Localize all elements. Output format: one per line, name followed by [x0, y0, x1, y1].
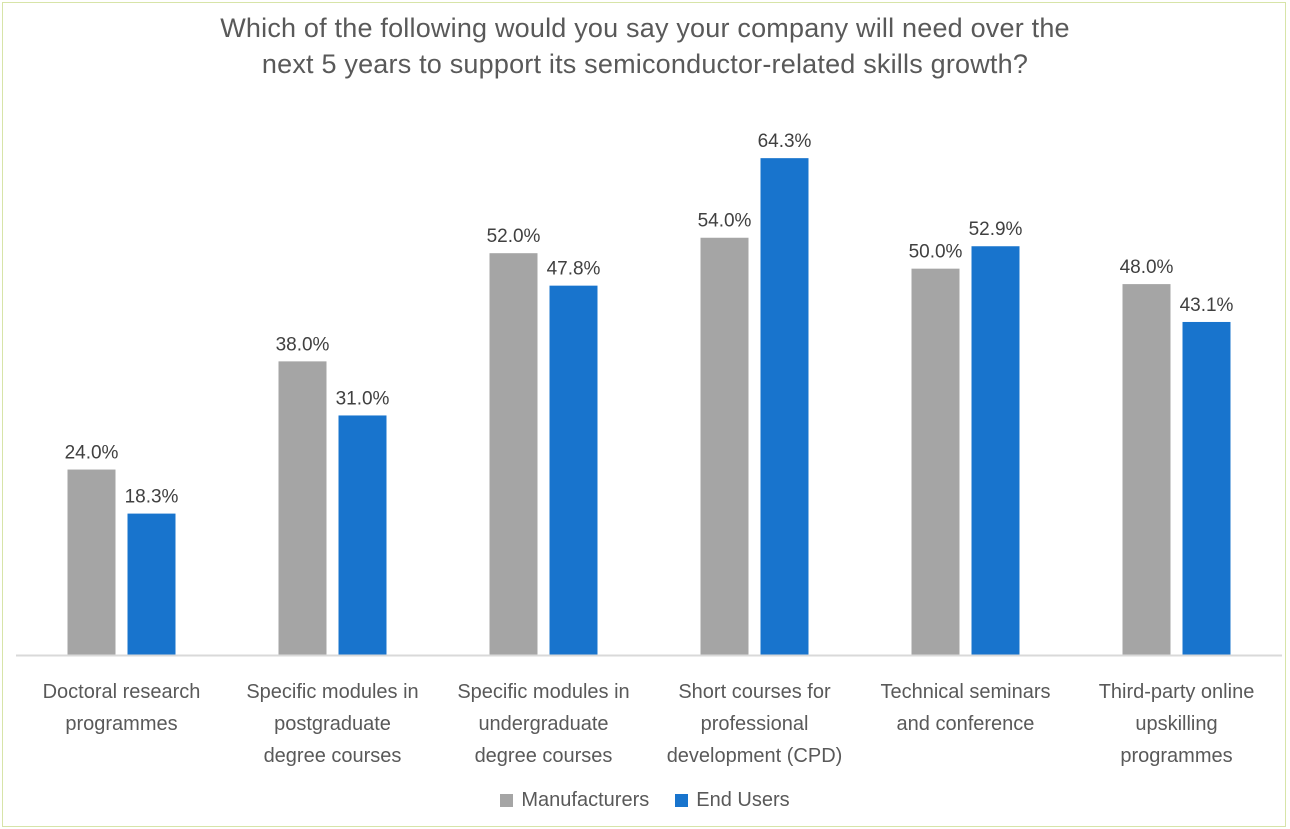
data-label-end-users-0: 18.3%	[125, 487, 179, 508]
data-label-end-users-5: 43.1%	[1180, 295, 1234, 316]
category-label-5-line-0: Third-party online	[1099, 681, 1255, 703]
bar-manufacturers-0	[67, 469, 116, 655]
bar-manufacturers-4	[911, 268, 960, 655]
category-label-3-line-2: development (CPD)	[667, 745, 843, 767]
chart-title-line-1: Which of the following would you say you…	[220, 13, 1070, 43]
data-label-end-users-4: 52.9%	[969, 219, 1023, 240]
data-label-manufacturers-0: 24.0%	[65, 443, 119, 464]
bar-end-users-5	[1182, 321, 1231, 655]
bar-manufacturers-3	[700, 237, 749, 655]
category-label-2-line-2: degree courses	[475, 745, 613, 767]
bar-end-users-4	[971, 246, 1020, 655]
category-label-4-line-0: Technical seminars	[880, 681, 1050, 703]
chart-title: Which of the following would you say you…	[0, 10, 1290, 82]
category-label-1-line-2: degree courses	[264, 745, 402, 767]
data-label-end-users-3: 64.3%	[758, 131, 812, 152]
bar-end-users-3	[760, 158, 809, 655]
category-label-2-line-1: undergraduate	[478, 713, 608, 735]
bar-end-users-0	[127, 513, 176, 655]
legend: Manufacturers End Users	[0, 789, 1290, 812]
bar-manufacturers-5	[1122, 284, 1171, 655]
legend-swatch-manufacturers	[500, 794, 514, 807]
legend-swatch-end-users	[675, 794, 689, 807]
legend-label-end-users: End Users	[696, 789, 790, 811]
category-label-3-line-0: Short courses for	[678, 681, 831, 703]
data-label-manufacturers-4: 50.0%	[909, 242, 963, 263]
bar-end-users-1	[338, 415, 387, 655]
category-label-3-line-1: professional	[701, 713, 809, 735]
category-label-4-line-1: and conference	[897, 713, 1035, 735]
data-label-manufacturers-5: 48.0%	[1120, 257, 1174, 278]
data-label-manufacturers-3: 54.0%	[698, 211, 752, 232]
bar-manufacturers-1	[278, 361, 327, 655]
category-label-0-line-1: programmes	[65, 713, 177, 735]
legend-item-end-users: End Users	[675, 789, 790, 812]
category-label-5-line-2: programmes	[1120, 745, 1232, 767]
bar-end-users-2	[549, 285, 598, 655]
category-label-1-line-0: Specific modules in	[246, 681, 418, 703]
category-label-2-line-0: Specific modules in	[457, 681, 629, 703]
legend-label-manufacturers: Manufacturers	[521, 789, 650, 811]
chart-title-line-2: next 5 years to support its semiconducto…	[261, 49, 1029, 79]
legend-item-manufacturers: Manufacturers	[500, 789, 649, 812]
category-label-5-line-1: upskilling	[1135, 713, 1217, 735]
category-label-0-line-0: Doctoral research	[43, 681, 201, 703]
data-label-end-users-1: 31.0%	[336, 388, 390, 409]
category-label-1-line-1: postgraduate	[274, 713, 391, 735]
data-label-end-users-2: 47.8%	[547, 259, 601, 280]
data-label-manufacturers-1: 38.0%	[276, 334, 330, 355]
data-label-manufacturers-2: 52.0%	[487, 226, 541, 247]
bar-manufacturers-2	[489, 253, 538, 656]
